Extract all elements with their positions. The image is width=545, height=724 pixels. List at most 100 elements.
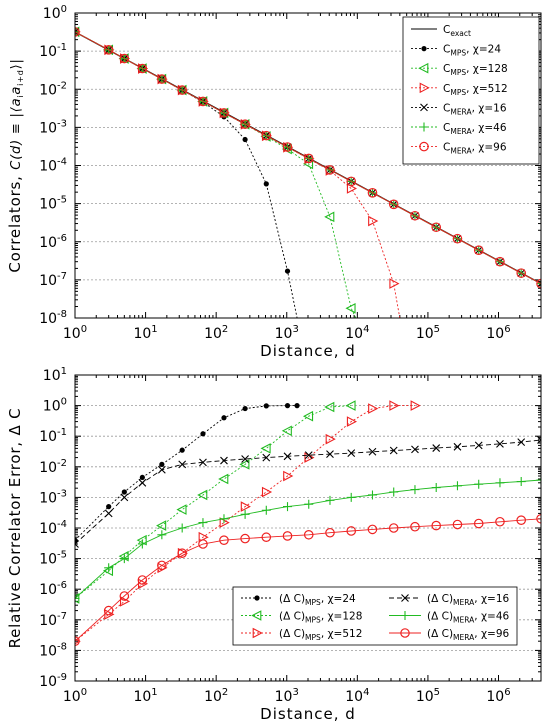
data-point-mps128	[218, 473, 229, 485]
x-tick-label: 106	[486, 324, 510, 342]
data-point-mera16	[347, 449, 356, 458]
data-point-mera46	[389, 487, 399, 497]
y-tick-label: 10-7	[39, 611, 67, 629]
data-point-mps512	[368, 403, 379, 414]
data-point-mera96	[410, 210, 420, 221]
data-point-mera96	[103, 605, 114, 616]
data-point-mps128	[324, 401, 335, 413]
data-point-mps24	[263, 403, 269, 409]
legend-marker-mera46	[400, 611, 410, 620]
y-tick-label: 10-4	[39, 157, 67, 175]
data-point-mps128	[302, 410, 314, 422]
data-point-mera16	[496, 440, 504, 448]
plot-frame	[74, 12, 542, 319]
data-point-mps24	[106, 504, 112, 510]
x-tick-label: 104	[345, 324, 369, 342]
data-point-mera96	[157, 560, 167, 571]
legend: (Δ C)MPS, χ=24 (Δ C)MPS, χ=128 (Δ C)MPS, χ…	[232, 586, 518, 646]
data-point-mps512	[410, 400, 421, 411]
data-point-mera46	[431, 483, 441, 493]
markers-mps24	[75, 29, 291, 274]
data-point-mera96	[325, 527, 335, 538]
data-point-mps128	[345, 302, 356, 314]
y-tick-label: 10-7	[39, 271, 67, 289]
legend-label-mera46: (Δ C)MERA, χ=46	[427, 611, 510, 625]
data-point-mera96	[137, 63, 148, 74]
series-line-mps128	[75, 31, 357, 318]
data-point-mps24	[200, 431, 206, 437]
data-point-mps128	[176, 504, 187, 515]
data-point-mera46	[283, 502, 293, 512]
data-point-mps512	[389, 400, 400, 411]
data-point-mera96	[452, 233, 463, 244]
data-point-mera96	[198, 96, 208, 107]
data-point-mps128	[239, 459, 250, 470]
x-tick-label: 104	[345, 687, 369, 705]
data-point-mera96	[388, 199, 399, 210]
series-group	[75, 26, 541, 318]
y-tick-label: 10-6	[39, 233, 67, 251]
data-point-mps128	[260, 443, 271, 454]
series-line-mps128	[75, 405, 352, 599]
data-point-mps128	[345, 400, 356, 411]
data-point-mps512	[283, 470, 294, 482]
data-point-mps128	[197, 489, 208, 501]
legend-marker-mps24	[254, 595, 260, 601]
data-point-mera16	[537, 436, 541, 444]
data-point-mera96	[473, 518, 484, 529]
x-tick-label: 100	[63, 324, 87, 342]
data-point-mps512	[389, 278, 400, 289]
y-tick-label: 10-6	[39, 580, 67, 598]
y-tick-label: 10-3	[39, 118, 67, 136]
y-tick-label: 100	[43, 4, 67, 22]
y-tick-label: 10-4	[39, 519, 67, 537]
data-point-mera46	[452, 481, 462, 491]
data-point-mera16	[368, 447, 377, 456]
x-tick-label: 100	[63, 687, 87, 705]
legend-marker-mera46	[419, 122, 429, 132]
series-line-mera16	[75, 439, 541, 545]
data-point-mps24	[242, 405, 248, 412]
series-line-mps24	[75, 31, 298, 318]
data-point-mera46	[261, 505, 271, 515]
data-point-mps512	[240, 501, 251, 512]
x-tick-label: 101	[133, 687, 157, 705]
markers-mps128	[75, 26, 356, 314]
legend-label-mps24: (Δ C)MPS, χ=24	[279, 593, 356, 607]
legend-marker-mps512	[252, 627, 263, 639]
legend-label-mera16: (Δ C)MERA, χ=16	[427, 593, 510, 607]
data-point-mera16	[537, 279, 541, 288]
series-line-mps512	[75, 31, 401, 318]
data-point-mera96	[495, 256, 505, 267]
data-point-mps512	[119, 596, 131, 607]
data-point-mera96	[261, 130, 272, 141]
data-point-mps24	[263, 181, 269, 187]
data-point-mera96	[219, 535, 229, 545]
legend-label-mps128: (Δ C)MPS, χ=128	[279, 611, 362, 625]
data-point-mera46	[75, 593, 80, 603]
data-point-mera96	[177, 548, 187, 559]
data-point-mera16	[199, 458, 207, 467]
data-point-mera16	[411, 445, 419, 454]
data-point-mera46	[516, 477, 526, 487]
x-axis-label: Distance, d	[260, 342, 356, 360]
data-point-mera96	[198, 539, 208, 549]
plot-frame	[74, 374, 542, 682]
y-tick-label: 10-1	[39, 42, 67, 60]
data-point-mera96	[137, 575, 148, 585]
legend-marker-mps512	[419, 82, 430, 94]
data-point-mera46	[157, 530, 167, 540]
data-point-mera46	[137, 539, 147, 549]
data-point-mera96	[346, 526, 357, 536]
data-point-mera16	[138, 478, 147, 487]
data-point-mera46	[495, 478, 505, 488]
data-point-mera96	[495, 516, 505, 527]
data-point-mps128	[156, 520, 167, 531]
markers-mera96	[75, 27, 541, 289]
data-point-mera16	[241, 455, 249, 463]
x-tick-label: 106	[486, 687, 510, 705]
data-point-mps24	[284, 268, 291, 274]
data-point-mera16	[178, 460, 187, 469]
series-line-mera96	[75, 518, 541, 642]
